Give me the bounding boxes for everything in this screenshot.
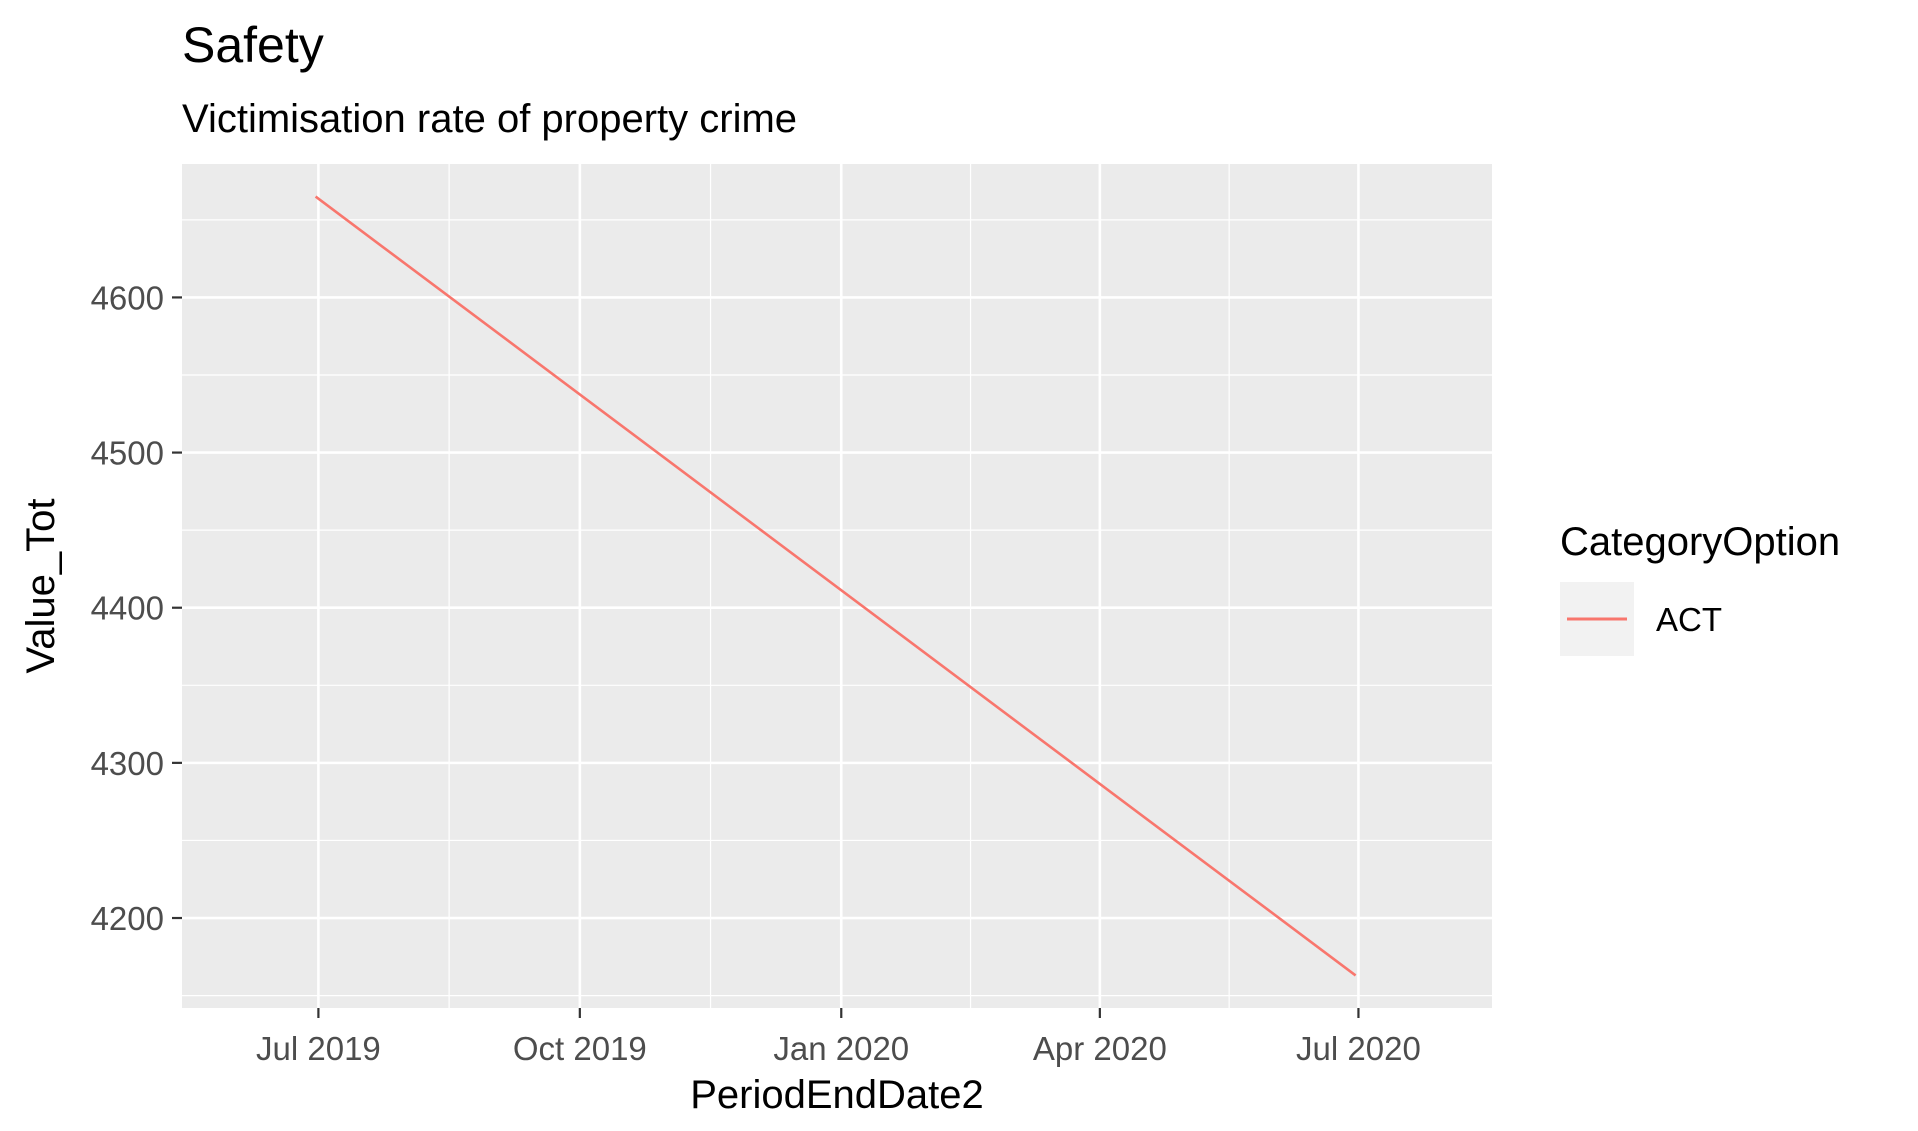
chart-subtitle: Victimisation rate of property crime: [182, 97, 797, 141]
legend-label-act: ACT: [1656, 601, 1722, 638]
x-tick-label: Oct 2019: [513, 1030, 647, 1067]
series-layer: [314, 195, 1357, 977]
x-tick-label: Jul 2019: [256, 1030, 381, 1067]
y-tick-label: 4400: [91, 590, 164, 627]
x-axis-title: PeriodEndDate2: [690, 1073, 984, 1117]
y-axis: 4200 4300 4400 4500 4600: [91, 279, 182, 937]
legend-title: CategoryOption: [1560, 520, 1840, 564]
y-axis-title: Value_Tot: [19, 499, 63, 674]
x-tick-label: Jul 2020: [1296, 1030, 1421, 1067]
x-axis: Jul 2019 Oct 2019 Jan 2020 Apr 2020 Jul 2020: [256, 1008, 1421, 1067]
major-gridlines: [182, 164, 1492, 1008]
y-tick-label: 4200: [91, 900, 164, 937]
chart-title: Safety: [182, 17, 324, 73]
x-tick-label: Jan 2020: [773, 1030, 909, 1067]
series-line-act: [314, 195, 1357, 977]
y-tick-label: 4500: [91, 435, 164, 472]
minor-gridlines: [182, 164, 1492, 1008]
y-tick-label: 4600: [91, 279, 164, 316]
x-tick-label: Apr 2020: [1033, 1030, 1167, 1067]
legend: CategoryOption ACT: [1560, 520, 1840, 656]
y-tick-label: 4300: [91, 745, 164, 782]
